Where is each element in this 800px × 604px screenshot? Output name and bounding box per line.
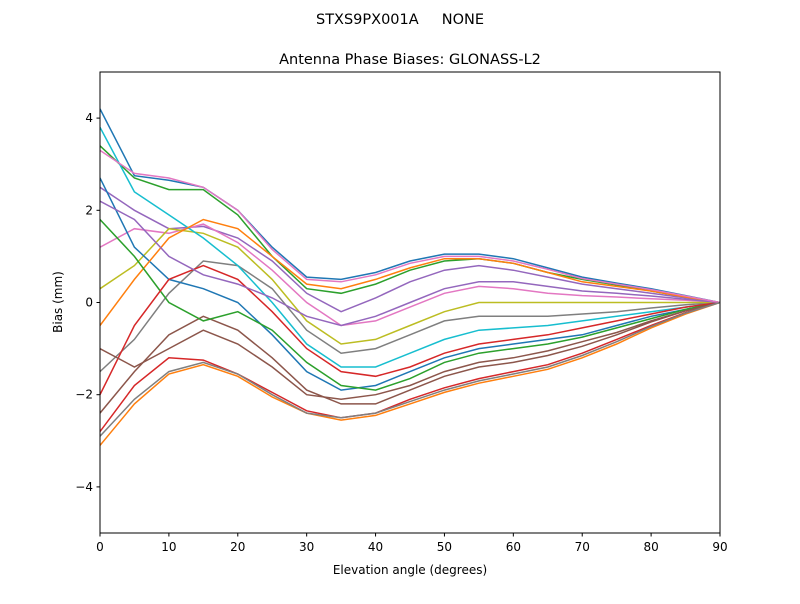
x-tick-label: 30 bbox=[299, 540, 314, 554]
series-line-14 bbox=[100, 200, 720, 327]
series-line-13 bbox=[100, 264, 720, 396]
y-axis: −4 −2 0 2 4 bbox=[75, 111, 100, 494]
series-line-2 bbox=[100, 145, 720, 304]
chart-title: Antenna Phase Biases: GLONASS-L2 bbox=[279, 52, 541, 68]
x-axis-label: Elevation angle (degrees) bbox=[333, 563, 487, 577]
y-tick-label: −4 bbox=[75, 480, 93, 494]
y-axis-label: Bias (mm) bbox=[51, 271, 65, 333]
series-lines bbox=[100, 108, 720, 446]
x-axis: 0 10 20 30 40 50 60 70 80 90 bbox=[96, 533, 728, 554]
series-line-7 bbox=[100, 260, 720, 373]
y-tick-label: 4 bbox=[85, 111, 93, 125]
figure-suptitle: STXS9PX001A NONE bbox=[316, 12, 484, 28]
y-tick-label: −2 bbox=[75, 388, 93, 402]
x-tick-label: 10 bbox=[161, 540, 176, 554]
y-tick-label: 0 bbox=[85, 296, 93, 310]
series-line-1 bbox=[100, 301, 720, 446]
series-line-10 bbox=[100, 177, 720, 391]
x-tick-label: 90 bbox=[712, 540, 727, 554]
series-line-9 bbox=[100, 126, 720, 368]
x-tick-label: 0 bbox=[96, 540, 104, 554]
y-tick-label: 2 bbox=[85, 203, 93, 217]
x-tick-label: 20 bbox=[230, 540, 245, 554]
series-line-3 bbox=[100, 301, 720, 433]
series-line-4 bbox=[100, 186, 720, 313]
series-line-12 bbox=[100, 218, 720, 391]
series-line-15 bbox=[100, 301, 720, 401]
series-line-11 bbox=[100, 218, 720, 326]
x-tick-label: 50 bbox=[437, 540, 452, 554]
series-line-8 bbox=[100, 227, 720, 345]
x-tick-label: 80 bbox=[643, 540, 658, 554]
series-line-17 bbox=[100, 301, 720, 437]
x-tick-label: 40 bbox=[368, 540, 383, 554]
series-line-16 bbox=[100, 149, 720, 304]
x-tick-label: 70 bbox=[575, 540, 590, 554]
series-line-5 bbox=[100, 301, 720, 414]
x-tick-label: 60 bbox=[506, 540, 521, 554]
series-line-6 bbox=[100, 223, 720, 327]
